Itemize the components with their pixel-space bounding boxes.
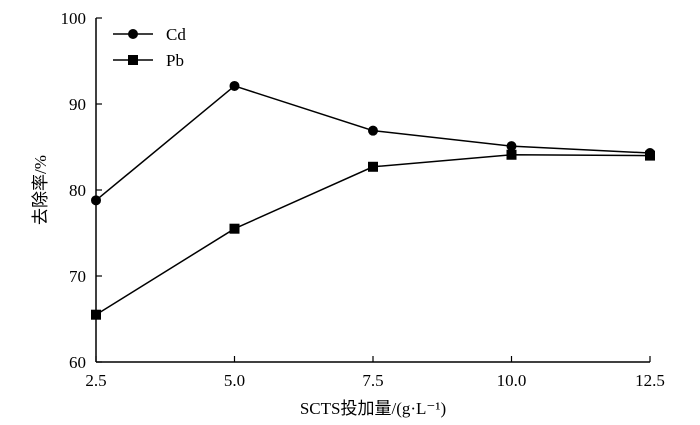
x-tick-label: 5.0 — [224, 371, 245, 390]
series-layer — [91, 80, 655, 320]
y-tick-label: 100 — [61, 9, 87, 28]
cd-point — [368, 125, 378, 136]
x-tick-label: 12.5 — [635, 371, 665, 390]
pb-point — [229, 223, 240, 234]
legend-label-cd: Cd — [166, 25, 186, 44]
legend-marker-pb — [128, 55, 138, 65]
cd-series-line — [95, 85, 651, 201]
cd-point — [506, 141, 517, 152]
y-tick-label: 70 — [69, 267, 86, 286]
axes: 60 70 80 90 100 2.5 5.0 7.5 10.0 12.5 — [61, 9, 665, 390]
pb-point — [645, 150, 655, 161]
cd-point — [91, 195, 101, 206]
legend-marker-cd — [128, 29, 138, 39]
x-axis-title: SCTS投加量/(g·L⁻¹) — [300, 399, 446, 418]
y-tick-label: 90 — [69, 95, 86, 114]
x-tick-label: 10.0 — [497, 371, 527, 390]
pb-series-line — [95, 153, 651, 316]
pb-point — [368, 161, 378, 172]
cd-point — [229, 80, 240, 91]
pb-point — [91, 309, 101, 320]
legend-label-pb: Pb — [166, 51, 184, 70]
y-axis-title: 去除率/% — [31, 155, 50, 225]
x-tick-label: 7.5 — [362, 371, 383, 390]
x-tick-label: 2.5 — [85, 371, 106, 390]
y-tick-label: 60 — [69, 353, 86, 372]
y-tick-label: 80 — [69, 181, 86, 200]
pb-point — [506, 149, 517, 160]
legend: Cd Pb — [113, 25, 186, 70]
